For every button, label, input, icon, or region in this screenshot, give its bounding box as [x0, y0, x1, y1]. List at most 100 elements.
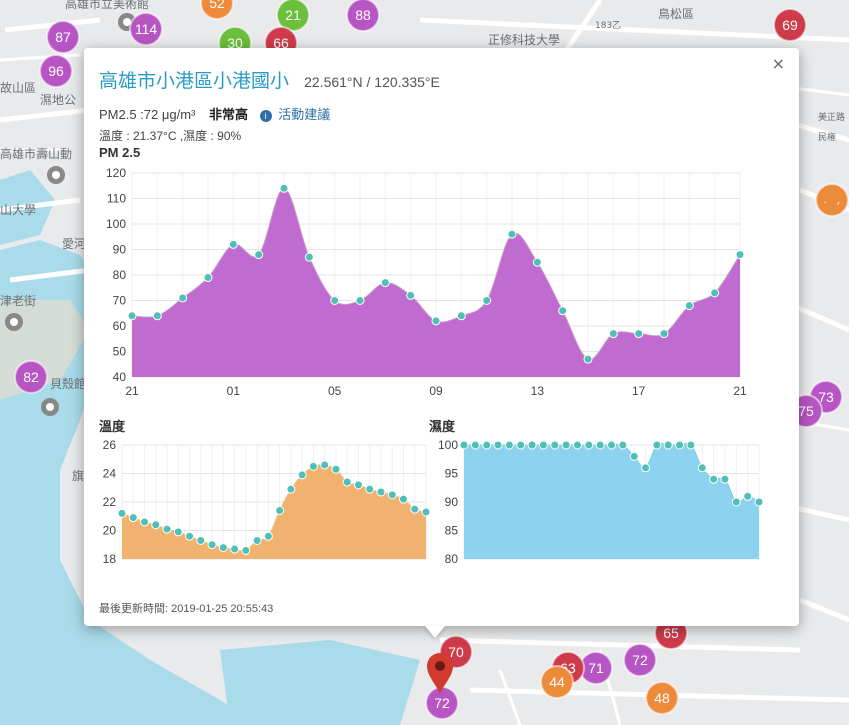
data-point[interactable] [254, 250, 264, 260]
data-point[interactable] [252, 535, 262, 545]
data-point[interactable] [507, 229, 517, 239]
data-point[interactable] [686, 440, 696, 450]
humidity-chart[interactable]: 80 85 90 95 100 [424, 433, 769, 583]
aqi-marker[interactable]: 82 [14, 360, 48, 394]
temperature-chart[interactable]: 18 20 22 24 26 [92, 433, 432, 583]
data-point[interactable] [618, 440, 628, 450]
aqi-marker[interactable]: 69 [773, 8, 807, 42]
data-point[interactable] [684, 301, 694, 311]
data-point[interactable] [675, 440, 685, 450]
data-point[interactable] [304, 252, 314, 262]
data-point[interactable] [629, 451, 639, 461]
data-point[interactable] [583, 354, 593, 364]
aqi-marker[interactable]: 72 [623, 643, 657, 677]
data-point[interactable] [532, 257, 542, 267]
data-point[interactable] [538, 440, 548, 450]
data-point[interactable] [365, 484, 375, 494]
data-point[interactable] [230, 544, 240, 554]
data-point[interactable] [607, 440, 616, 450]
aqi-marker[interactable]: 72 [425, 686, 459, 720]
data-point[interactable] [330, 296, 340, 305]
data-point[interactable] [527, 440, 537, 450]
data-point[interactable] [203, 273, 213, 283]
data-point[interactable] [152, 311, 162, 321]
data-point[interactable] [652, 440, 662, 450]
data-point[interactable] [550, 440, 560, 450]
data-point[interactable] [127, 311, 137, 321]
data-point[interactable] [406, 290, 416, 300]
aqi-marker[interactable]: 87 [46, 20, 80, 54]
data-point[interactable] [421, 507, 431, 517]
data-point[interactable] [710, 288, 720, 298]
data-point[interactable] [697, 463, 707, 473]
data-point[interactable] [331, 464, 341, 474]
data-point[interactable] [117, 508, 127, 518]
data-point[interactable] [380, 278, 390, 288]
data-point[interactable] [196, 535, 206, 545]
pm25-chart[interactable]: 40 50 60 70 80 90 100 110 120 21 01 05 09 13 17 21 [92, 163, 792, 403]
data-point[interactable] [279, 183, 289, 193]
aqi-marker[interactable]: 71 [579, 651, 613, 685]
map-pin-icon[interactable] [47, 166, 65, 184]
close-icon[interactable]: × [771, 54, 785, 73]
data-point[interactable] [709, 474, 719, 484]
data-point[interactable] [162, 524, 172, 534]
data-point[interactable] [595, 440, 605, 450]
data-point[interactable] [178, 293, 188, 303]
data-point[interactable] [663, 440, 673, 450]
data-point[interactable] [456, 311, 466, 321]
aqi-marker[interactable]: 96 [39, 54, 73, 88]
data-point[interactable] [128, 513, 138, 523]
data-point[interactable] [185, 531, 195, 541]
data-point[interactable] [459, 440, 469, 450]
data-point[interactable] [608, 329, 618, 339]
data-point[interactable] [140, 517, 150, 527]
data-point[interactable] [308, 461, 318, 471]
data-point[interactable] [493, 440, 503, 450]
selected-location-pin-icon[interactable] [427, 653, 453, 694]
data-point[interactable] [584, 440, 594, 450]
triangle-marker-icon[interactable] [820, 193, 844, 213]
data-point[interactable] [735, 250, 745, 260]
aqi-marker[interactable]: 44 [540, 665, 574, 699]
aqi-marker[interactable]: 21 [276, 0, 310, 32]
aqi-marker[interactable]: 88 [346, 0, 380, 32]
data-point[interactable] [275, 506, 285, 516]
map-pin-icon[interactable] [41, 398, 59, 416]
data-point[interactable] [320, 460, 330, 470]
info-icon[interactable]: i [259, 110, 272, 122]
data-point[interactable] [558, 306, 568, 316]
data-point[interactable] [376, 487, 386, 497]
data-point[interactable] [387, 490, 397, 500]
data-point[interactable] [482, 296, 492, 305]
aqi-marker[interactable]: 114 [129, 12, 163, 46]
data-point[interactable] [634, 329, 644, 339]
data-point[interactable] [355, 296, 365, 305]
data-point[interactable] [228, 239, 238, 249]
data-point[interactable] [207, 540, 217, 550]
data-point[interactable] [286, 484, 296, 494]
data-point[interactable] [482, 440, 492, 450]
data-point[interactable] [398, 494, 408, 504]
data-point[interactable] [504, 440, 514, 450]
map-pin-icon[interactable] [5, 313, 23, 331]
data-point[interactable] [431, 316, 441, 326]
data-point[interactable] [241, 545, 251, 555]
data-point[interactable] [151, 520, 161, 530]
data-point[interactable] [173, 527, 183, 537]
data-point[interactable] [297, 470, 307, 480]
data-point[interactable] [641, 463, 651, 473]
aqi-marker[interactable]: 48 [645, 681, 679, 715]
data-point[interactable] [218, 543, 228, 553]
data-point[interactable] [572, 440, 582, 450]
data-point[interactable] [516, 440, 526, 450]
data-point[interactable] [731, 497, 741, 507]
data-point[interactable] [470, 440, 480, 450]
data-point[interactable] [353, 480, 363, 490]
data-point[interactable] [743, 491, 753, 501]
data-point[interactable] [720, 474, 730, 484]
aqi-marker[interactable]: 52 [200, 0, 234, 20]
data-point[interactable] [342, 477, 352, 487]
activity-suggestion-link[interactable]: 活動建議 [278, 107, 331, 122]
data-point[interactable] [754, 497, 764, 507]
